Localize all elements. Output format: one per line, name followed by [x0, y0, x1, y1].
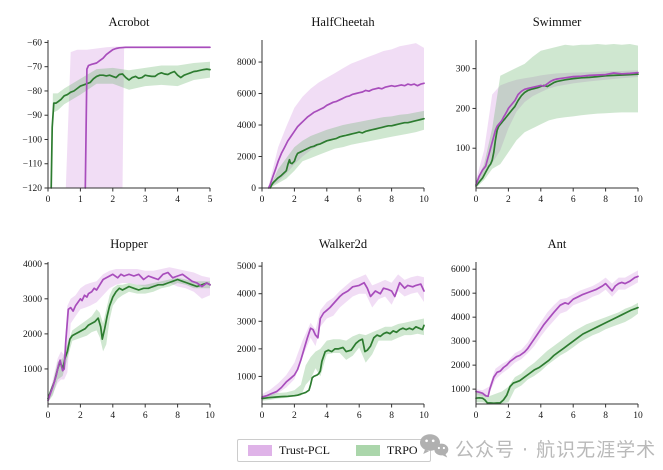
svg-text:8: 8 — [389, 411, 394, 421]
chart-walker2d: 0 2 4 6 8 10 1000 2000 3000 4000 5000 — [237, 262, 429, 421]
svg-text:0: 0 — [260, 411, 265, 421]
chart-ant: 0 2 4 6 8 10 1000 2000 3000 4000 5000 6000 — [451, 262, 643, 421]
chart-cell-acrobot: Acrobot 0 1 2 3 4 5 −120 −110 −100 −90 −80 −70 −60 — [6, 12, 220, 210]
svg-text:6000: 6000 — [237, 90, 256, 100]
svg-text:6: 6 — [571, 411, 576, 421]
svg-text:1000: 1000 — [23, 365, 42, 375]
svg-text:2000: 2000 — [237, 345, 256, 355]
svg-text:4000: 4000 — [23, 260, 42, 270]
svg-text:−90: −90 — [27, 111, 42, 121]
svg-text:8000: 8000 — [237, 58, 256, 68]
legend: Trust-PCL TRPO — [237, 439, 431, 462]
svg-text:10: 10 — [419, 411, 429, 421]
svg-text:0: 0 — [46, 411, 51, 421]
svg-text:2000: 2000 — [23, 330, 42, 340]
chart-cell-ant: Ant 0 2 4 6 8 10 1000 2000 3000 4000 5000 6000 — [434, 234, 648, 426]
svg-text:−70: −70 — [27, 63, 42, 73]
legend-item-trust-pcl: Trust-PCL — [248, 443, 330, 458]
legend-swatch-trpo — [355, 445, 380, 456]
svg-text:6: 6 — [571, 195, 576, 205]
svg-text:4: 4 — [324, 411, 329, 421]
svg-text:−100: −100 — [22, 135, 42, 145]
svg-text:2: 2 — [292, 195, 297, 205]
svg-text:8: 8 — [175, 411, 180, 421]
svg-text:−80: −80 — [27, 87, 42, 97]
watermark: 公众号 · 航识无涯学术 — [419, 433, 656, 464]
svg-text:−120: −120 — [22, 184, 42, 194]
svg-text:8: 8 — [603, 411, 608, 421]
svg-text:0: 0 — [260, 195, 265, 205]
svg-text:3000: 3000 — [237, 317, 256, 327]
svg-text:2: 2 — [506, 411, 511, 421]
chart-swimmer: 0 2 4 6 8 10 100 200 300 — [456, 40, 643, 205]
chart-title-walker2d: Walker2d — [318, 237, 368, 251]
svg-text:6: 6 — [143, 411, 148, 421]
svg-text:10: 10 — [633, 195, 643, 205]
chart-title-ant: Ant — [547, 237, 567, 251]
chart-cell-halfcheetah: HalfCheetah 0 2 4 6 8 10 0 2000 4000 6000 8000 — [220, 12, 434, 210]
svg-text:0: 0 — [251, 184, 256, 194]
svg-text:2: 2 — [78, 411, 83, 421]
chart-cell-hopper: Hopper 0 2 4 6 8 10 1000 2000 3000 4000 — [6, 234, 220, 426]
svg-text:3: 3 — [143, 195, 148, 205]
svg-text:8: 8 — [389, 195, 394, 205]
chart-grid: Acrobot 0 1 2 3 4 5 −120 −110 −100 −90 −80 −70 −60 H… — [6, 12, 648, 426]
svg-text:10: 10 — [633, 411, 643, 421]
svg-text:2: 2 — [292, 411, 297, 421]
watermark-text: 公众号 · 航识无涯学术 — [455, 439, 657, 461]
legend-item-trpo: TRPO — [355, 443, 418, 458]
chart-title-halfcheetah: HalfCheetah — [311, 15, 375, 29]
chart-acrobot: 0 1 2 3 4 5 −120 −110 −100 −90 −80 −70 −60 — [22, 38, 213, 205]
svg-text:2000: 2000 — [451, 361, 470, 371]
svg-text:4000: 4000 — [451, 313, 470, 323]
svg-text:300: 300 — [456, 65, 471, 75]
svg-text:6: 6 — [357, 195, 362, 205]
svg-text:10: 10 — [205, 411, 215, 421]
svg-text:1000: 1000 — [451, 385, 470, 395]
svg-text:3000: 3000 — [451, 337, 470, 347]
wechat-icon — [419, 433, 449, 464]
chart-title-swimmer: Swimmer — [532, 15, 582, 29]
chart-cell-walker2d: Walker2d 0 2 4 6 8 10 1000 2000 3000 4000 5000 — [220, 234, 434, 426]
svg-text:10: 10 — [419, 195, 429, 205]
chart-title-hopper: Hopper — [110, 237, 148, 251]
svg-text:0: 0 — [474, 195, 479, 205]
svg-text:2: 2 — [506, 195, 511, 205]
svg-text:1000: 1000 — [237, 372, 256, 382]
svg-text:4000: 4000 — [237, 290, 256, 300]
svg-text:1: 1 — [78, 195, 83, 205]
svg-text:4: 4 — [110, 411, 115, 421]
svg-text:0: 0 — [46, 195, 51, 205]
svg-text:5000: 5000 — [451, 289, 470, 299]
svg-text:100: 100 — [456, 144, 471, 154]
svg-text:−110: −110 — [23, 160, 43, 170]
svg-text:6000: 6000 — [451, 265, 470, 275]
chart-hopper: 0 2 4 6 8 10 1000 2000 3000 4000 — [23, 260, 215, 421]
chart-title-acrobot: Acrobot — [108, 15, 150, 29]
svg-text:3000: 3000 — [23, 295, 42, 305]
svg-text:5: 5 — [208, 195, 213, 205]
legend-label-trust-pcl: Trust-PCL — [279, 443, 330, 457]
svg-text:8: 8 — [603, 195, 608, 205]
svg-text:5000: 5000 — [237, 262, 256, 272]
svg-text:4: 4 — [324, 195, 329, 205]
svg-text:0: 0 — [474, 411, 479, 421]
svg-text:4: 4 — [175, 195, 180, 205]
legend-swatch-trust-pcl — [248, 445, 272, 456]
svg-text:200: 200 — [456, 104, 471, 114]
svg-text:4: 4 — [538, 411, 543, 421]
svg-text:4000: 4000 — [237, 121, 256, 131]
chart-cell-swimmer: Swimmer 0 2 4 6 8 10 100 200 300 — [434, 12, 648, 210]
svg-text:−60: −60 — [27, 38, 42, 48]
svg-text:2000: 2000 — [237, 153, 256, 163]
legend-label-trpo: TRPO — [386, 443, 418, 457]
svg-text:6: 6 — [357, 411, 362, 421]
svg-text:4: 4 — [538, 195, 543, 205]
svg-text:2: 2 — [110, 195, 115, 205]
chart-halfcheetah: 0 2 4 6 8 10 0 2000 4000 6000 8000 — [237, 40, 429, 205]
